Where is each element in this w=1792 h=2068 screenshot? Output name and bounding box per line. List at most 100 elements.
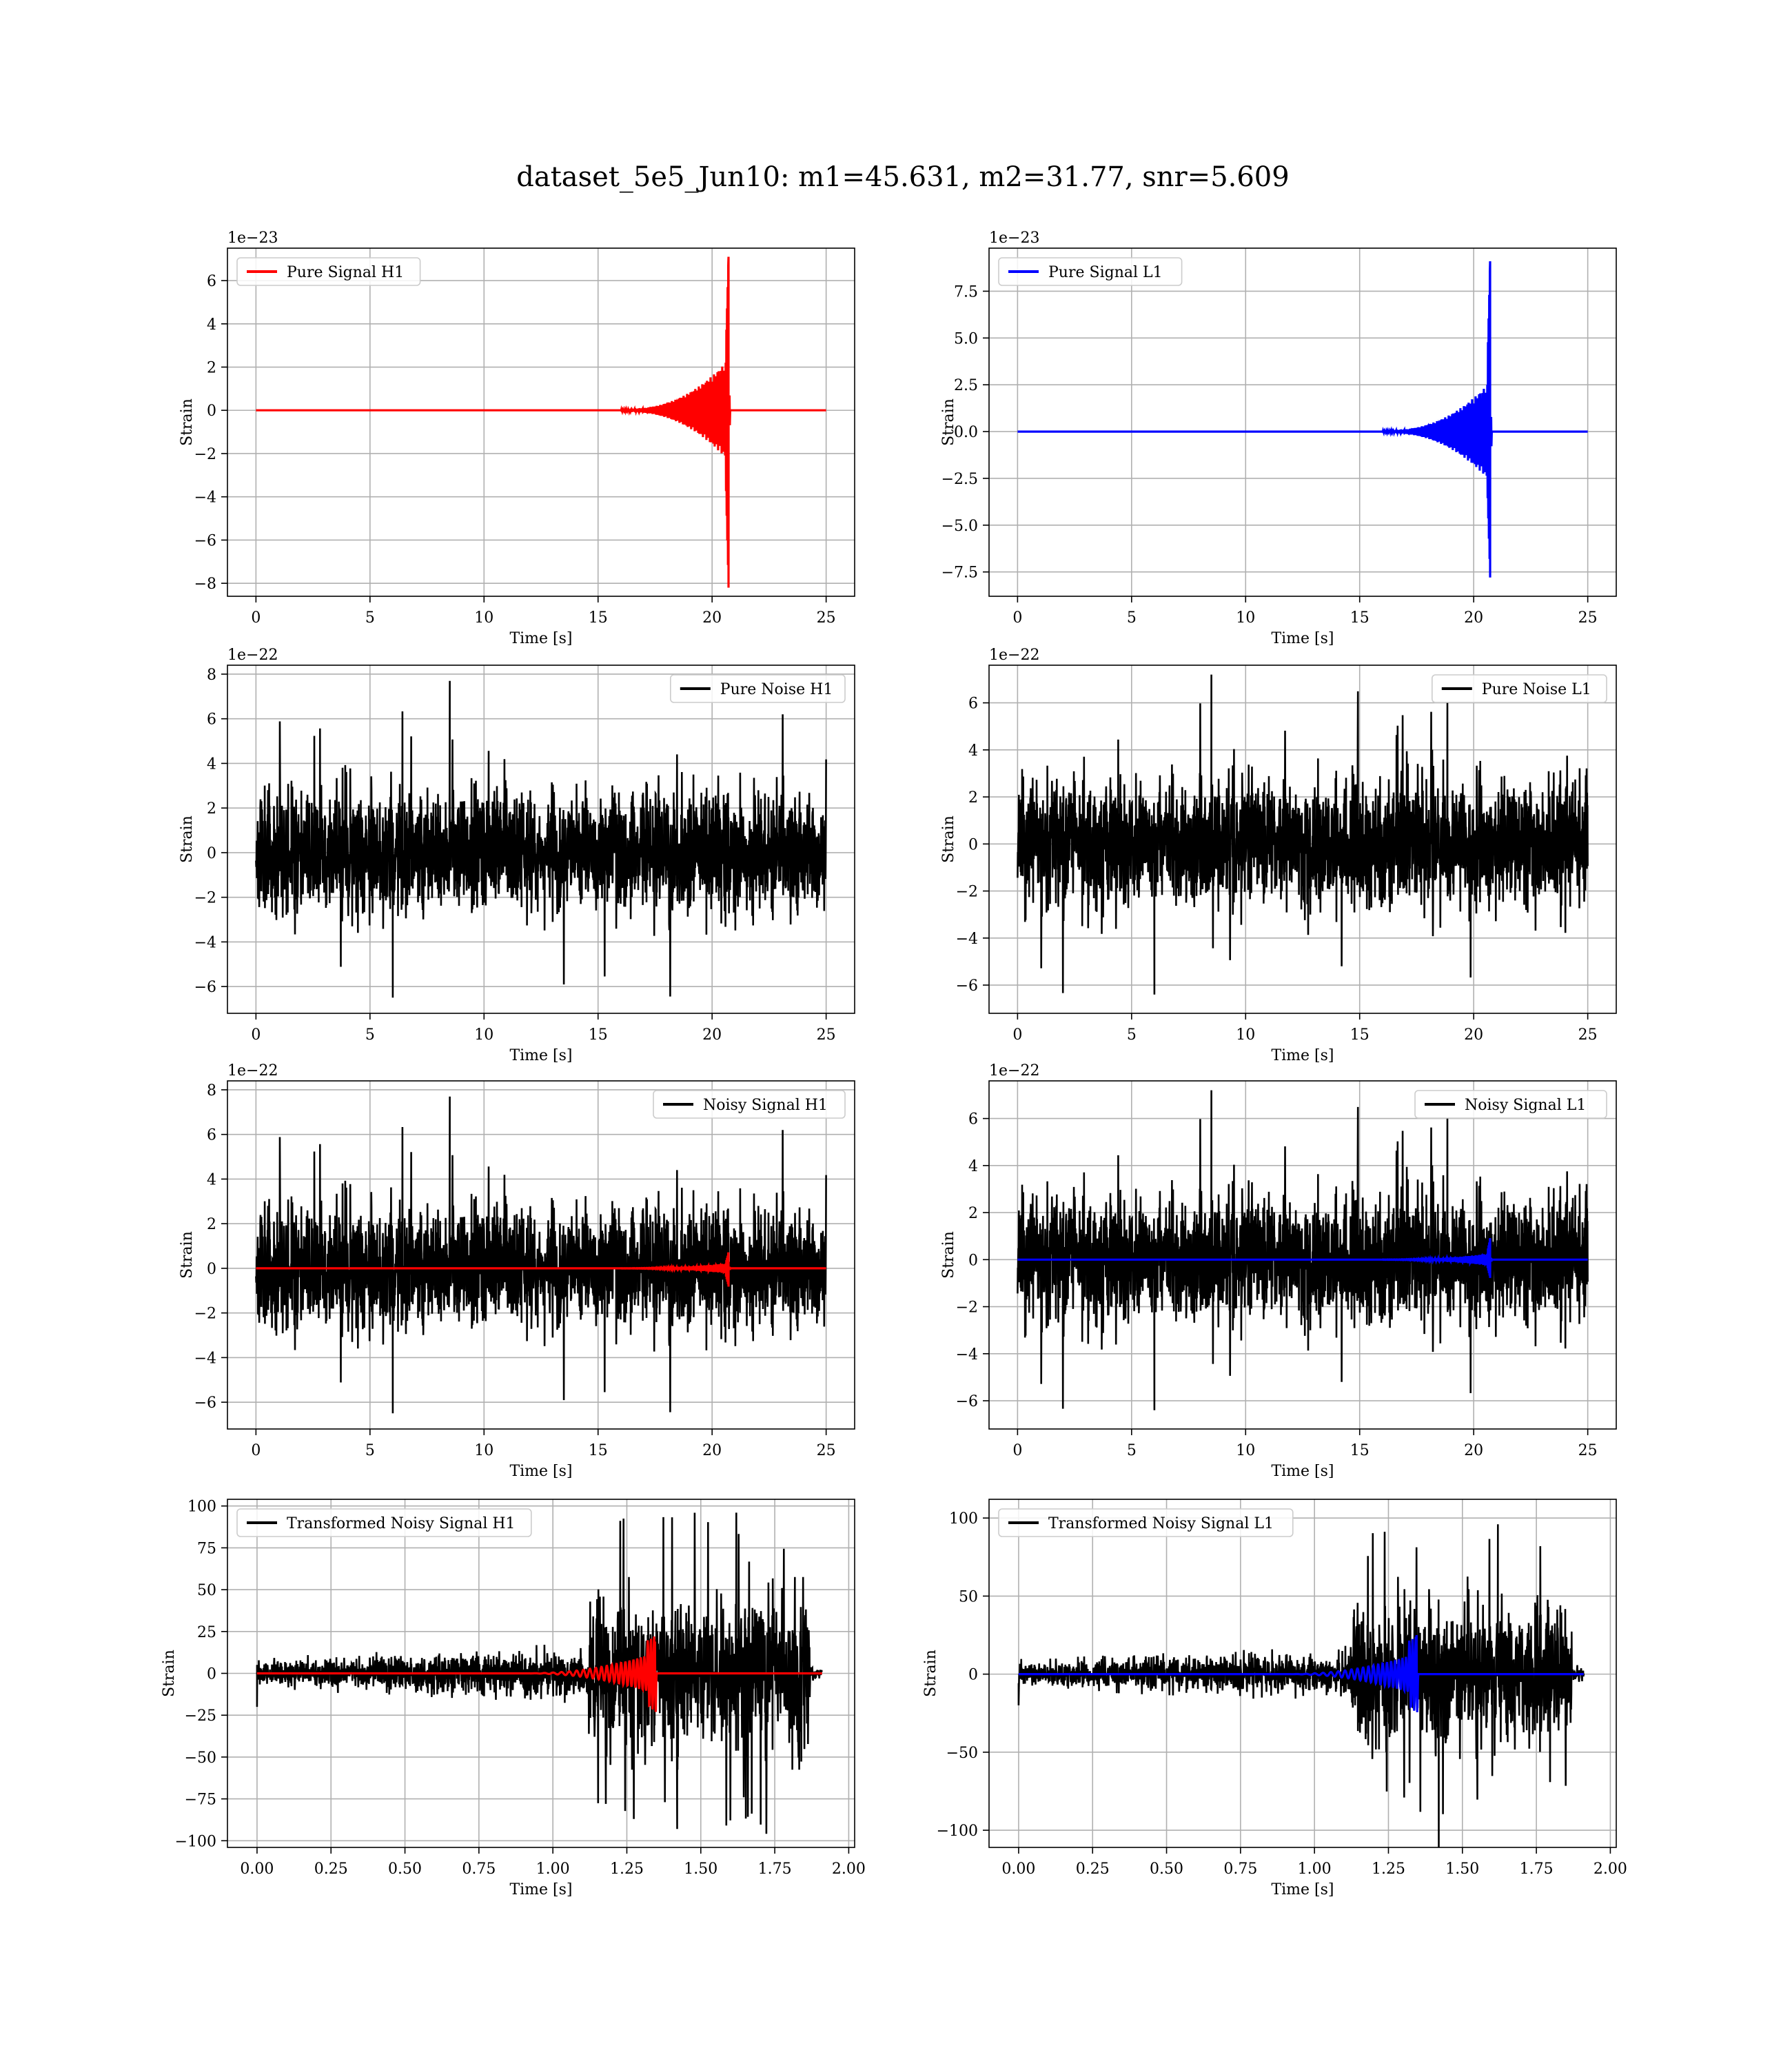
y-tick-label: 2 xyxy=(968,789,978,807)
figure-title: dataset_5e5_Jun10: m1=45.631, m2=31.77, … xyxy=(516,161,1289,193)
x-tick-label: 0.25 xyxy=(1076,1861,1110,1878)
series-line-pure-signal-h1 xyxy=(256,256,826,588)
x-tick-label: 0.50 xyxy=(388,1861,422,1878)
x-tick-label: 5 xyxy=(365,609,375,627)
y-tick-label: −2 xyxy=(194,446,216,463)
x-tick-label: 15 xyxy=(1350,1442,1370,1459)
y-tick-label: −7.5 xyxy=(941,565,978,582)
y-tick-label: −4 xyxy=(956,931,978,948)
axis-offset-label: 1e−23 xyxy=(989,230,1039,247)
y-tick-label: −4 xyxy=(194,1350,216,1367)
chart-panel-transformed-noisy-signal-h1: 0.00 0.25 0.50 0.75 1.00 1.25 1.50 1.75 2.00 −100… xyxy=(161,1499,866,1898)
y-axis-label: Strain xyxy=(179,398,196,446)
x-tick-label: 1.75 xyxy=(1520,1861,1554,1878)
x-axis-label: Time [s] xyxy=(509,630,572,647)
legend: Pure Noise L1 xyxy=(1432,674,1607,703)
y-tick-label: 100 xyxy=(187,1499,216,1516)
y-tick-label: 0 xyxy=(207,845,216,862)
y-tick-label: 2.5 xyxy=(954,377,978,394)
x-tick-label: 1.50 xyxy=(1445,1861,1479,1878)
chart-panel-pure-noise-l1: 0 5 10 15 20 25 −6 −4 −2 0 2 4 6 Time [s] Strain 1e−22 P… xyxy=(940,647,1617,1064)
y-axis-label: Strain xyxy=(922,1650,939,1697)
series-line-transformed-noisy-signal-l1 xyxy=(1017,1524,1585,1847)
y-tick-label: 4 xyxy=(968,742,978,760)
y-tick-label: −2 xyxy=(194,1306,216,1323)
axis-offset-label: 1e−22 xyxy=(989,1062,1039,1079)
y-tick-label: −4 xyxy=(194,489,216,507)
x-axis-label: Time [s] xyxy=(509,1881,572,1898)
y-tick-label: −75 xyxy=(185,1792,216,1809)
y-tick-label: −50 xyxy=(185,1750,216,1767)
x-tick-label: 5 xyxy=(365,1442,375,1459)
y-tick-label: −25 xyxy=(185,1707,216,1725)
x-tick-label: 1.25 xyxy=(610,1861,644,1878)
x-tick-label: 10 xyxy=(1236,609,1255,627)
x-tick-label: 25 xyxy=(817,1026,836,1044)
y-tick-label: −6 xyxy=(956,977,978,995)
legend-label: Transformed Noisy Signal L1 xyxy=(1048,1515,1274,1532)
chart-panel-pure-noise-h1: 0 5 10 15 20 25 −6 −4 −2 0 2 4 6 8 Time [s] Strain 1e−22… xyxy=(179,647,855,1064)
y-tick-label: −50 xyxy=(946,1745,978,1762)
legend-box xyxy=(669,674,846,703)
x-tick-label: 1.00 xyxy=(1298,1861,1332,1878)
x-axis-label: Time [s] xyxy=(1271,1881,1334,1898)
y-tick-label: −2 xyxy=(956,1299,978,1317)
x-tick-label: 1.75 xyxy=(758,1861,792,1878)
legend-box xyxy=(236,257,421,286)
axis-offset-label: 1e−22 xyxy=(227,647,278,664)
y-tick-label: −2 xyxy=(956,884,978,901)
y-tick-label: −5.0 xyxy=(941,518,978,535)
y-tick-label: 50 xyxy=(959,1588,978,1605)
y-tick-label: −100 xyxy=(937,1823,978,1840)
x-tick-label: 0.75 xyxy=(1223,1861,1257,1878)
y-tick-label: −8 xyxy=(194,576,216,593)
legend-box xyxy=(998,257,1183,286)
legend-label: Noisy Signal H1 xyxy=(703,1097,828,1114)
legend-label: Noisy Signal L1 xyxy=(1465,1097,1586,1114)
x-tick-label: 15 xyxy=(589,1442,608,1459)
x-tick-label: 0.00 xyxy=(1001,1861,1035,1878)
legend: Pure Signal L1 xyxy=(998,257,1183,286)
x-tick-label: 15 xyxy=(589,1026,608,1044)
axis-offset-label: 1e−22 xyxy=(227,1062,278,1079)
legend: Pure Noise H1 xyxy=(669,674,846,703)
y-tick-label: −4 xyxy=(194,934,216,951)
x-axis-label: Time [s] xyxy=(1271,630,1334,647)
x-tick-label: 20 xyxy=(702,1442,722,1459)
y-tick-label: −6 xyxy=(956,1393,978,1410)
x-tick-label: 1.25 xyxy=(1372,1861,1405,1878)
axis-offset-label: 1e−22 xyxy=(989,647,1039,664)
x-tick-label: 0.00 xyxy=(240,1861,274,1878)
legend-label: Transformed Noisy Signal H1 xyxy=(287,1515,516,1532)
legend-box xyxy=(653,1090,846,1119)
legend: Noisy Signal H1 xyxy=(653,1090,846,1119)
x-tick-label: 25 xyxy=(1578,609,1598,627)
legend-label: Pure Noise L1 xyxy=(1482,681,1591,698)
legend-label: Pure Signal H1 xyxy=(287,264,404,281)
y-tick-label: −2.5 xyxy=(941,471,978,488)
chart-panel-noisy-signal-l1: 0 5 10 15 20 25 −6 −4 −2 0 2 4 6 Time [s] Strain 1e−22 N… xyxy=(940,1062,1617,1480)
y-tick-label: 75 xyxy=(197,1540,216,1557)
y-tick-label: −6 xyxy=(194,1395,216,1412)
x-tick-label: 1.50 xyxy=(684,1861,717,1878)
plot-frame xyxy=(988,1080,1617,1430)
y-tick-label: 4 xyxy=(207,756,216,773)
y-tick-label: 6 xyxy=(207,273,216,290)
y-axis-label: Strain xyxy=(161,1650,178,1697)
plot-frame xyxy=(227,1080,855,1430)
y-tick-label: 0 xyxy=(207,403,216,420)
x-tick-label: 0.25 xyxy=(314,1861,348,1878)
y-tick-label: 6 xyxy=(207,1127,216,1144)
legend: Transformed Noisy Signal H1 xyxy=(236,1508,532,1537)
x-axis-label: Time [s] xyxy=(509,1463,572,1480)
legend: Pure Signal H1 xyxy=(236,257,421,286)
series-line-overlay-1 xyxy=(1018,1634,1584,1712)
series-line-overlay-1 xyxy=(1017,1237,1588,1278)
y-axis-label: Strain xyxy=(179,1231,196,1279)
y-tick-label: 8 xyxy=(207,667,216,684)
plot-frame xyxy=(227,247,855,597)
chart-panel-pure-signal-h1: 0 5 10 15 20 25 −8 −6 −4 −2 0 2 4 6 Time [s] Strain 1e−2… xyxy=(179,230,855,647)
series-line-pure-signal-l1 xyxy=(1017,261,1588,578)
chart-panel-transformed-noisy-signal-l1: 0.00 0.25 0.50 0.75 1.00 1.25 1.50 1.75 2.00 −100… xyxy=(922,1499,1627,1898)
x-tick-label: 0 xyxy=(251,1442,261,1459)
